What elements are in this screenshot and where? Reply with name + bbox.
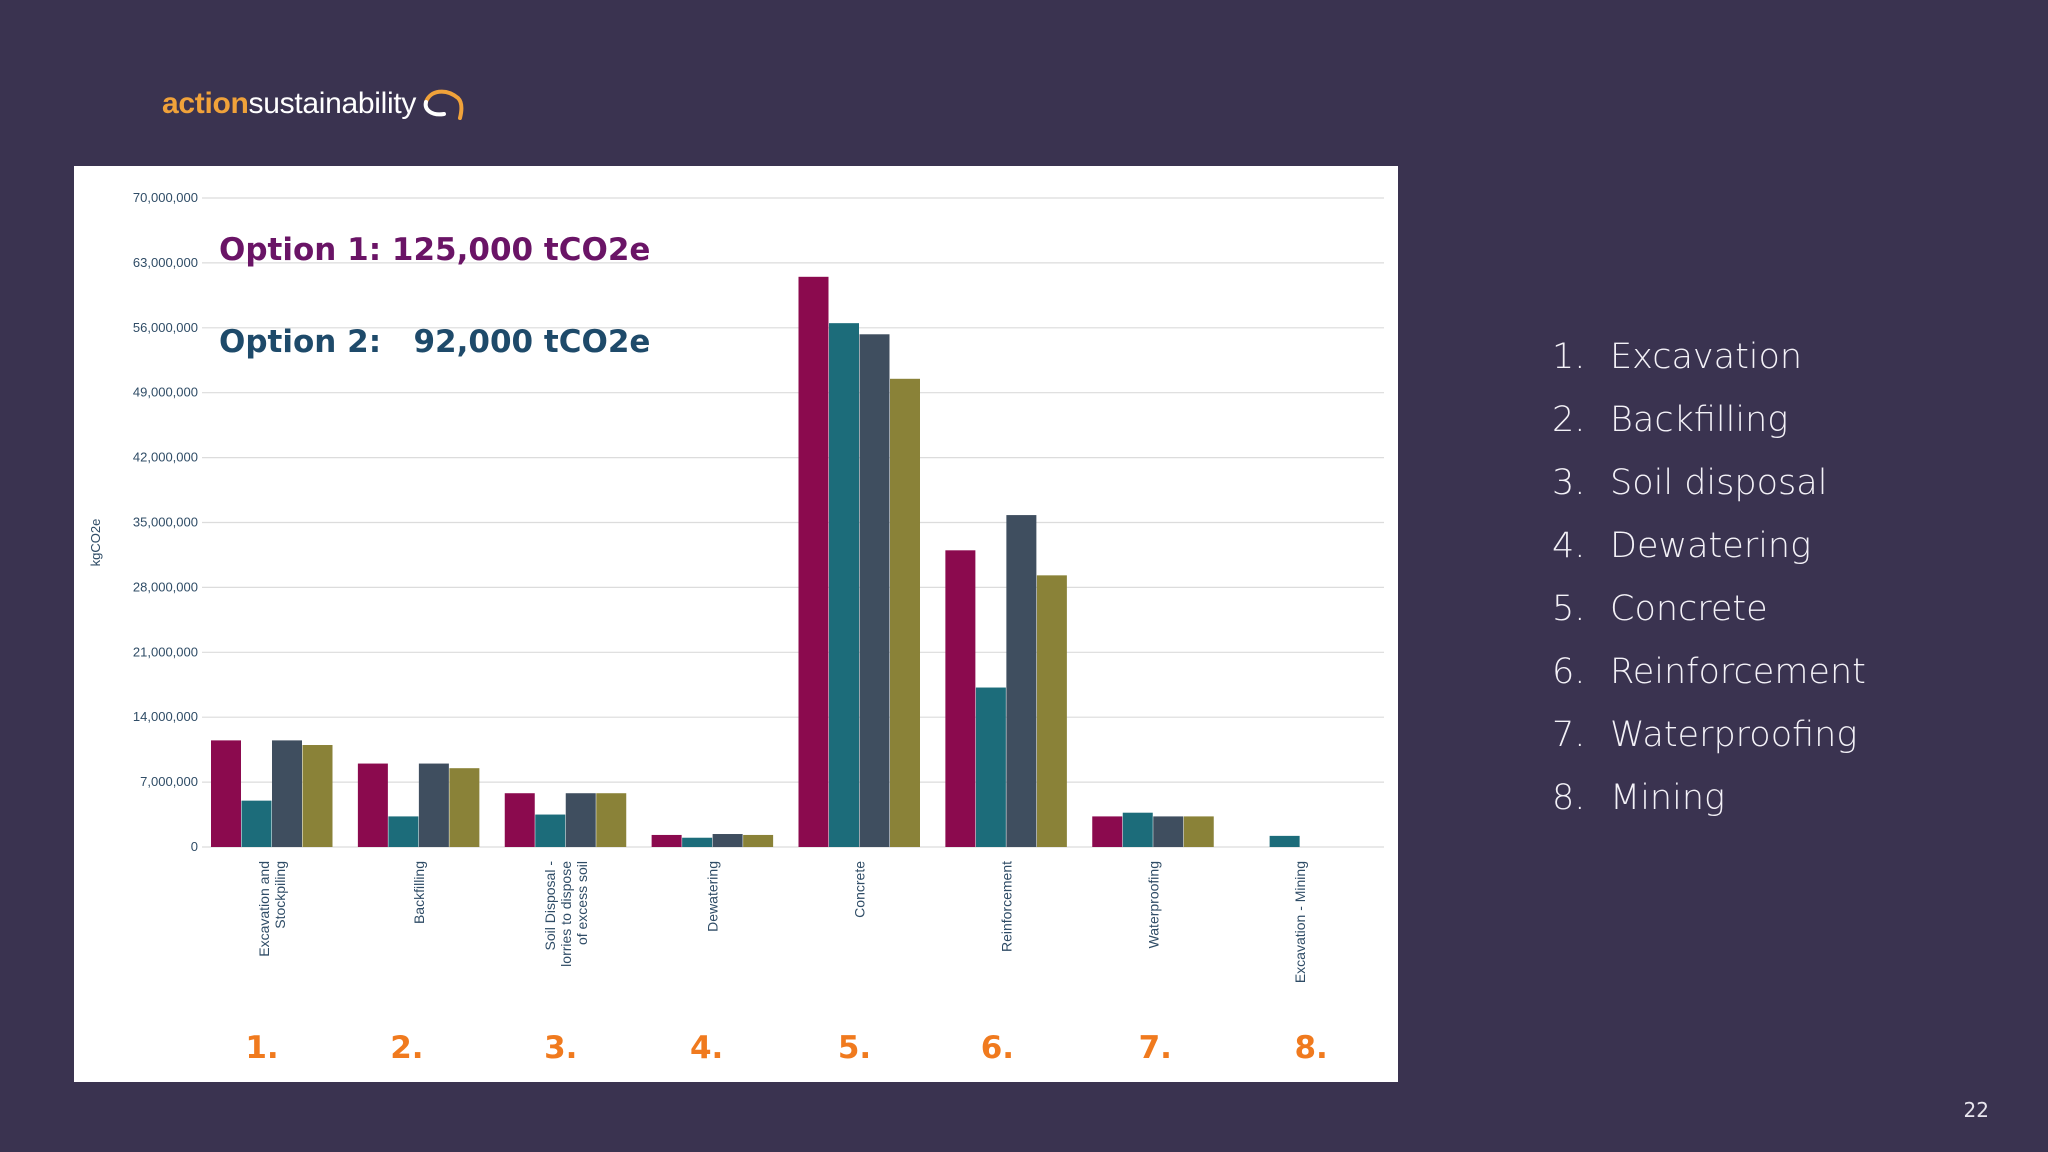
bar — [859, 334, 890, 847]
category-number-label: 3. — [544, 1030, 578, 1066]
y-axis-label: kgCO2e — [88, 519, 103, 567]
bar-chart: 0 7,000,000 14,000,000 21,000,000 28,000,000… — [88, 190, 1384, 983]
bar — [565, 793, 596, 847]
x-tick-label: Dewatering — [705, 861, 721, 932]
y-tick-label: 0 — [191, 839, 198, 854]
legend-label: Reinforcement — [1610, 651, 1866, 692]
category-number-label: 7. — [1138, 1030, 1172, 1066]
y-tick-label: 35,000,000 — [133, 515, 198, 530]
logo-text-sustainability: sustainability — [248, 87, 417, 120]
bar — [357, 763, 388, 847]
legend-label: Dewatering — [1610, 525, 1812, 566]
category-number-label: 8. — [1294, 1030, 1328, 1066]
chart-panel: 0 7,000,000 14,000,000 21,000,000 28,000,000… — [74, 166, 1398, 1082]
x-tick-label: Soil Disposal -lorries to disposeof exce… — [542, 861, 590, 967]
x-tick-label: Concrete — [852, 861, 868, 918]
legend-number: 3. — [1552, 462, 1586, 503]
category-number-label: 1. — [245, 1030, 279, 1066]
y-tick-label: 7,000,000 — [140, 774, 198, 789]
legend-label: Mining — [1610, 777, 1726, 818]
legend-label: Soil disposal — [1610, 462, 1828, 503]
page-number: 22 — [1963, 1098, 1989, 1122]
legend-number: 1. — [1552, 336, 1586, 377]
bar — [1153, 816, 1184, 847]
y-tick-label: 56,000,000 — [133, 320, 198, 335]
bar — [535, 814, 566, 847]
category-number-label: 5. — [837, 1030, 872, 1066]
bar — [1269, 835, 1300, 847]
logo: action sustainability — [162, 84, 464, 124]
bar — [1122, 812, 1153, 847]
legend-item: 4. Dewatering — [1552, 514, 1866, 577]
x-tick-label: Excavation - Mining — [1292, 861, 1308, 983]
y-tick-label: 28,000,000 — [133, 579, 198, 594]
category-number-label: 4. — [689, 1030, 724, 1066]
bar — [418, 763, 449, 847]
legend-item: 1. Excavation — [1552, 325, 1866, 388]
legend-item: 8. Mining — [1552, 766, 1866, 829]
bar — [829, 323, 859, 847]
legend-number: 8. — [1552, 777, 1586, 818]
x-tick-label: Backfilling — [411, 861, 427, 924]
legend-label: Concrete — [1610, 588, 1768, 629]
bar — [241, 800, 272, 847]
bar — [449, 768, 480, 847]
legend-item: 2. Backfilling — [1552, 388, 1866, 451]
category-legend: 1. Excavation 2. Backfilling 3. Soil dispos… — [1552, 325, 1866, 829]
logo-text-action: action — [162, 87, 249, 120]
legend-item: 7. Waterproofing — [1552, 703, 1866, 766]
bar — [272, 740, 302, 847]
category-number-label: 2. — [390, 1030, 424, 1066]
y-tick-label: 14,000,000 — [133, 709, 198, 724]
bar — [1183, 816, 1214, 847]
bar — [596, 793, 627, 847]
logo-swoosh-icon — [423, 89, 464, 120]
option2-annotation: Option 2: 92,000 tCO2e — [219, 324, 651, 360]
legend-number: 6. — [1552, 651, 1586, 692]
legend-item: 6. Reinforcement — [1552, 640, 1866, 703]
legend-label: Waterproofing — [1610, 714, 1858, 755]
bar — [890, 378, 920, 847]
bar — [651, 834, 682, 847]
y-tick-label: 49,000,000 — [133, 385, 198, 400]
bar — [388, 816, 419, 847]
legend-number: 4. — [1552, 525, 1586, 566]
y-tick-label: 70,000,000 — [133, 190, 198, 205]
bar — [1036, 575, 1067, 847]
bar — [798, 276, 829, 847]
legend-label: Backfilling — [1610, 399, 1789, 440]
legend-number: 5. — [1552, 588, 1586, 629]
bar — [743, 834, 774, 847]
legend-number: 2. — [1552, 399, 1586, 440]
legend-item: 3. Soil disposal — [1552, 451, 1866, 514]
y-tick-label: 42,000,000 — [133, 450, 198, 465]
bar — [975, 687, 1006, 847]
legend-label: Excavation — [1610, 336, 1803, 377]
bar — [1006, 515, 1037, 847]
bar — [682, 837, 713, 847]
x-tick-label: Excavation andStockpiling — [256, 861, 288, 957]
bar — [1092, 816, 1123, 847]
x-tick-label: Waterproofing — [1145, 861, 1161, 948]
bar — [302, 745, 333, 847]
y-tick-label: 63,000,000 — [133, 255, 198, 270]
x-tick-label: Reinforcement — [998, 861, 1014, 952]
category-number-label: 6. — [980, 1030, 1015, 1066]
bar — [945, 550, 976, 847]
legend-item: 5. Concrete — [1552, 577, 1866, 640]
legend-number: 7. — [1552, 714, 1586, 755]
option1-annotation: Option 1: 125,000 tCO2e — [219, 232, 651, 268]
bar — [712, 834, 743, 847]
y-tick-label: 21,000,000 — [133, 644, 198, 659]
bar — [211, 740, 241, 847]
bar — [504, 793, 535, 847]
